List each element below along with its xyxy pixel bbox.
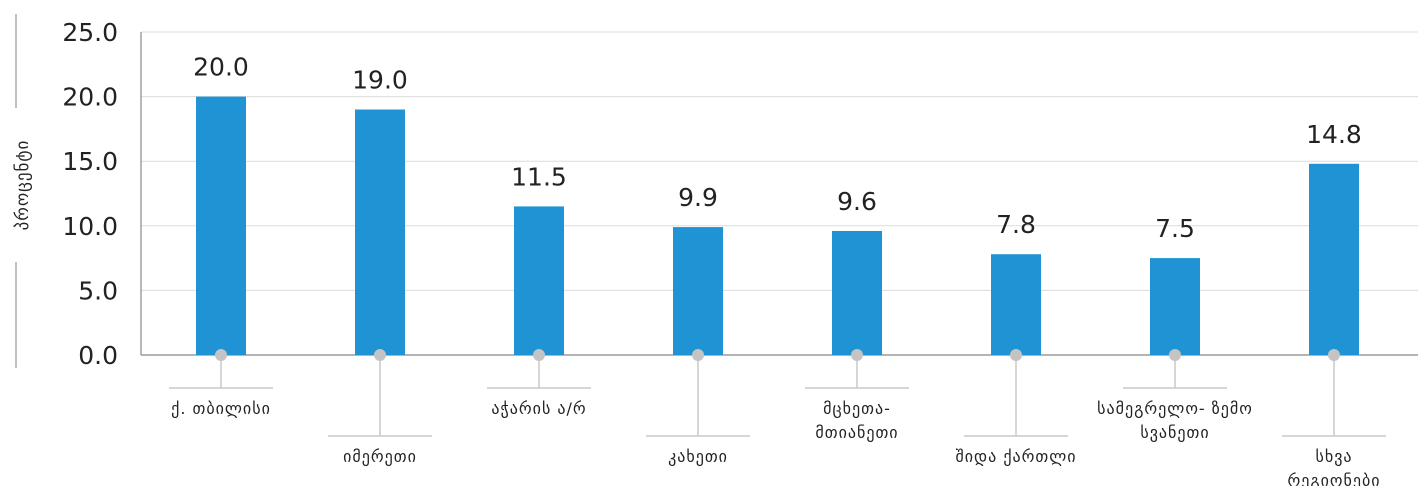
category-label: რეგიონები [1287, 471, 1380, 486]
category-marker [1010, 349, 1022, 361]
category-marker [533, 349, 545, 361]
data-label: 9.9 [678, 183, 718, 212]
category-leaders [169, 349, 1386, 437]
bar [514, 206, 564, 355]
y-tick-label: 20.0 [62, 83, 118, 112]
data-label: 9.6 [837, 187, 877, 216]
y-tick-label: 5.0 [78, 276, 118, 305]
y-tick-label: 0.0 [78, 341, 118, 370]
gridlines [141, 31, 1418, 291]
category-label: მთიანეთი [815, 423, 898, 442]
category-marker [692, 349, 704, 361]
data-label: 7.5 [1155, 214, 1195, 243]
category-marker [215, 349, 227, 361]
category-label: მცხეთა- [823, 399, 891, 418]
category-marker [1169, 349, 1181, 361]
bars [196, 96, 1359, 356]
bar [832, 230, 882, 355]
category-label: სვანეთი [1140, 423, 1209, 442]
bar [673, 227, 723, 355]
data-label: 14.8 [1306, 120, 1362, 149]
y-axis-title-group: პროცენტი [13, 14, 33, 368]
category-marker [374, 349, 386, 361]
category-label: აჭარის ა/რ [491, 399, 586, 418]
bar [196, 96, 246, 355]
data-label: 20.0 [193, 53, 249, 82]
category-label: ქ. თბილისი [171, 399, 271, 418]
y-tick-labels: 0.0 5.0 10.0 15.0 20.0 25.0 [62, 18, 118, 370]
bar [355, 109, 405, 356]
bar [991, 254, 1041, 355]
data-label: 19.0 [352, 66, 408, 95]
data-labels: 20.0 19.0 11.5 9.9 9.6 7.8 7.5 14.8 [193, 53, 1362, 244]
category-marker [1328, 349, 1340, 361]
data-label: 7.8 [996, 210, 1036, 239]
bar [1309, 163, 1359, 355]
category-marker [851, 349, 863, 361]
category-label: შიდა ქართლი [955, 447, 1076, 466]
category-label: იმერეთი [343, 447, 417, 466]
axes [140, 32, 1418, 356]
y-tick-label: 15.0 [62, 147, 118, 176]
y-tick-label: 25.0 [62, 18, 118, 47]
category-label: სხვა [1315, 447, 1352, 466]
bar [1150, 258, 1200, 355]
data-label: 11.5 [511, 162, 567, 191]
y-axis-title: პროცენტი [13, 140, 33, 231]
y-tick-label: 10.0 [62, 212, 118, 241]
category-label: სამეგრელო- ზემო [1097, 399, 1253, 418]
category-labels: ქ. თბილისი იმერეთი აჭარის ა/რ კახეთი მცხეთა-… [171, 399, 1380, 486]
category-label: კახეთი [668, 447, 728, 466]
